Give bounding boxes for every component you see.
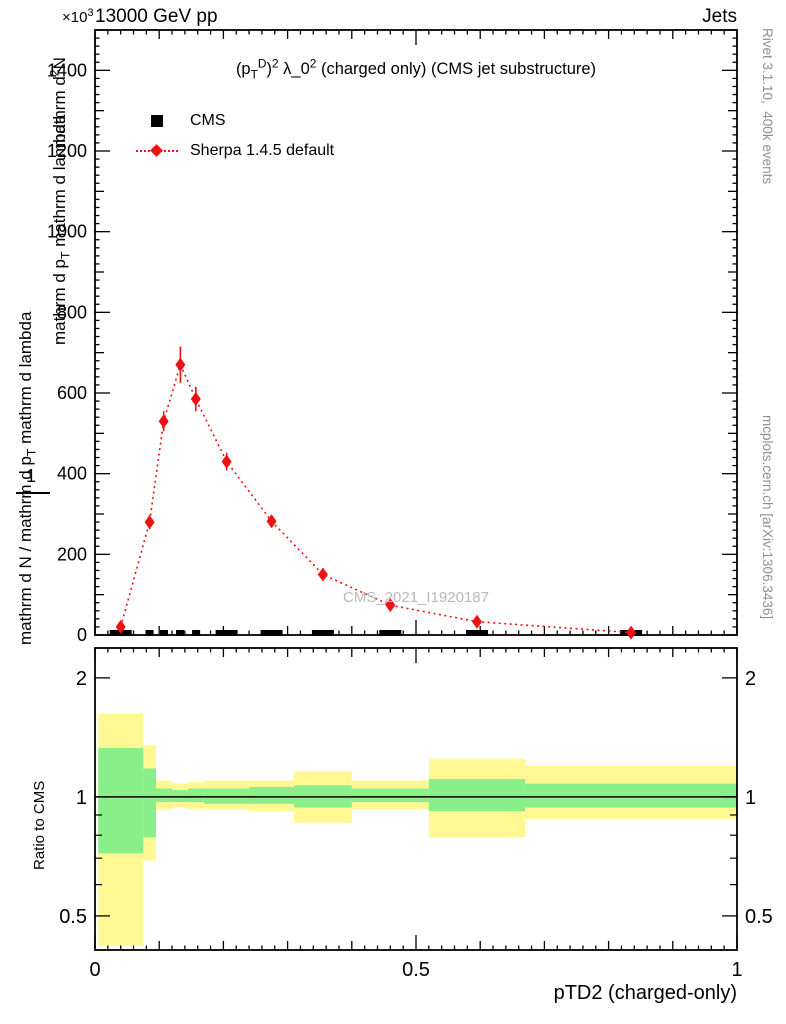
ratio-y-tick-label: 0.5 xyxy=(59,906,87,928)
cms-data-marker xyxy=(465,629,488,636)
sherpa-line-marker-icon xyxy=(136,144,178,158)
y-axis-tick-label: 1200 xyxy=(47,141,87,161)
y-axis-label-outer: mathrm d N / mathrm d pT mathrm d lambda xyxy=(16,311,39,645)
ratio-y-axis-label: Ratio to CMS xyxy=(31,780,48,870)
ratio-y-tick-label: 1 xyxy=(76,787,87,809)
y-axis-scale-note: ×103 xyxy=(62,7,94,26)
sherpa-data-marker xyxy=(317,567,328,582)
ratio-band-inner xyxy=(98,747,144,854)
legend-item-cms: CMS xyxy=(136,106,334,136)
ratio-band-inner xyxy=(525,783,737,808)
credit-generator: Rivet 3.1.10, 400k events xyxy=(760,28,775,185)
legend-item-sherpa: Sherpa 1.4.5 default xyxy=(136,136,334,166)
y-axis-tick-label: 800 xyxy=(57,302,87,322)
legend: CMS Sherpa 1.4.5 default xyxy=(136,106,334,166)
sherpa-data-marker xyxy=(626,625,637,640)
credit-mcplots: mcplots.cern.ch [arXiv:1306.3436] xyxy=(760,415,775,620)
header-beam-info: 13000 GeV pp xyxy=(95,6,218,27)
y-axis-label-denominator: mathrm d pT mathrm d lambda xyxy=(50,114,73,345)
cms-data-marker xyxy=(160,629,169,636)
sherpa-data-marker xyxy=(190,392,201,407)
x-axis-tick-label: 1 xyxy=(731,959,742,981)
sherpa-data-marker xyxy=(471,614,482,629)
ratio-band-inner xyxy=(155,788,173,803)
sherpa-data-marker xyxy=(115,619,126,634)
plot-title: (pTD)2 λ_02 (charged only) (CMS jet subs… xyxy=(235,56,597,82)
ratio-band-inner xyxy=(249,786,295,804)
sherpa-data-marker xyxy=(221,454,232,469)
ratio-band-inner xyxy=(428,778,526,812)
ratio-band-inner xyxy=(143,768,156,838)
x-axis-title: pTD2 (charged-only) xyxy=(553,982,737,1004)
ratio-band-inner xyxy=(188,788,205,803)
ratio-band-inner xyxy=(351,788,429,803)
sherpa-line xyxy=(119,362,632,634)
ratio-y-tick-label: 2 xyxy=(745,668,756,690)
x-axis-tick-label: 0.5 xyxy=(402,959,430,981)
cms-square-marker-icon xyxy=(136,114,178,128)
legend-label-sherpa: Sherpa 1.4.5 default xyxy=(190,142,335,159)
sherpa-data-marker xyxy=(158,414,169,429)
sherpa-data-marker xyxy=(385,598,396,613)
ratio-y-tick-label: 1 xyxy=(745,787,756,809)
y-axis-tick-label: 0 xyxy=(77,625,87,645)
cms-data-marker xyxy=(215,629,238,636)
legend-label-cms: CMS xyxy=(190,112,226,129)
y-axis-tick-label: 1400 xyxy=(47,60,87,80)
sherpa-data-marker xyxy=(266,514,277,529)
y-axis-label-fraction-bar xyxy=(16,492,50,494)
sherpa-data-marker xyxy=(144,515,155,530)
cms-data-marker xyxy=(311,629,334,636)
header-analysis-group: Jets xyxy=(702,6,737,27)
y-axis-tick-label: 1000 xyxy=(47,222,87,242)
cms-data-marker xyxy=(145,629,154,636)
ratio-y-tick-label: 2 xyxy=(76,668,87,690)
y-axis-label-one: 1 xyxy=(26,466,37,486)
y-axis-tick-label: 200 xyxy=(57,544,87,564)
cms-data-marker xyxy=(192,629,201,636)
y-axis-tick-label: 400 xyxy=(57,464,87,484)
sherpa-data-marker xyxy=(175,357,186,372)
y-axis-tick-label: 600 xyxy=(57,383,87,403)
ratio-y-tick-label: 0.5 xyxy=(745,906,773,928)
cms-data-marker xyxy=(379,629,402,636)
ratio-band-inner xyxy=(172,790,189,803)
x-axis-tick-label: 0 xyxy=(89,959,100,981)
cms-data-marker xyxy=(176,629,185,636)
cms-data-marker xyxy=(260,629,283,636)
watermark: CMS_2021_I1920187 xyxy=(343,589,489,606)
